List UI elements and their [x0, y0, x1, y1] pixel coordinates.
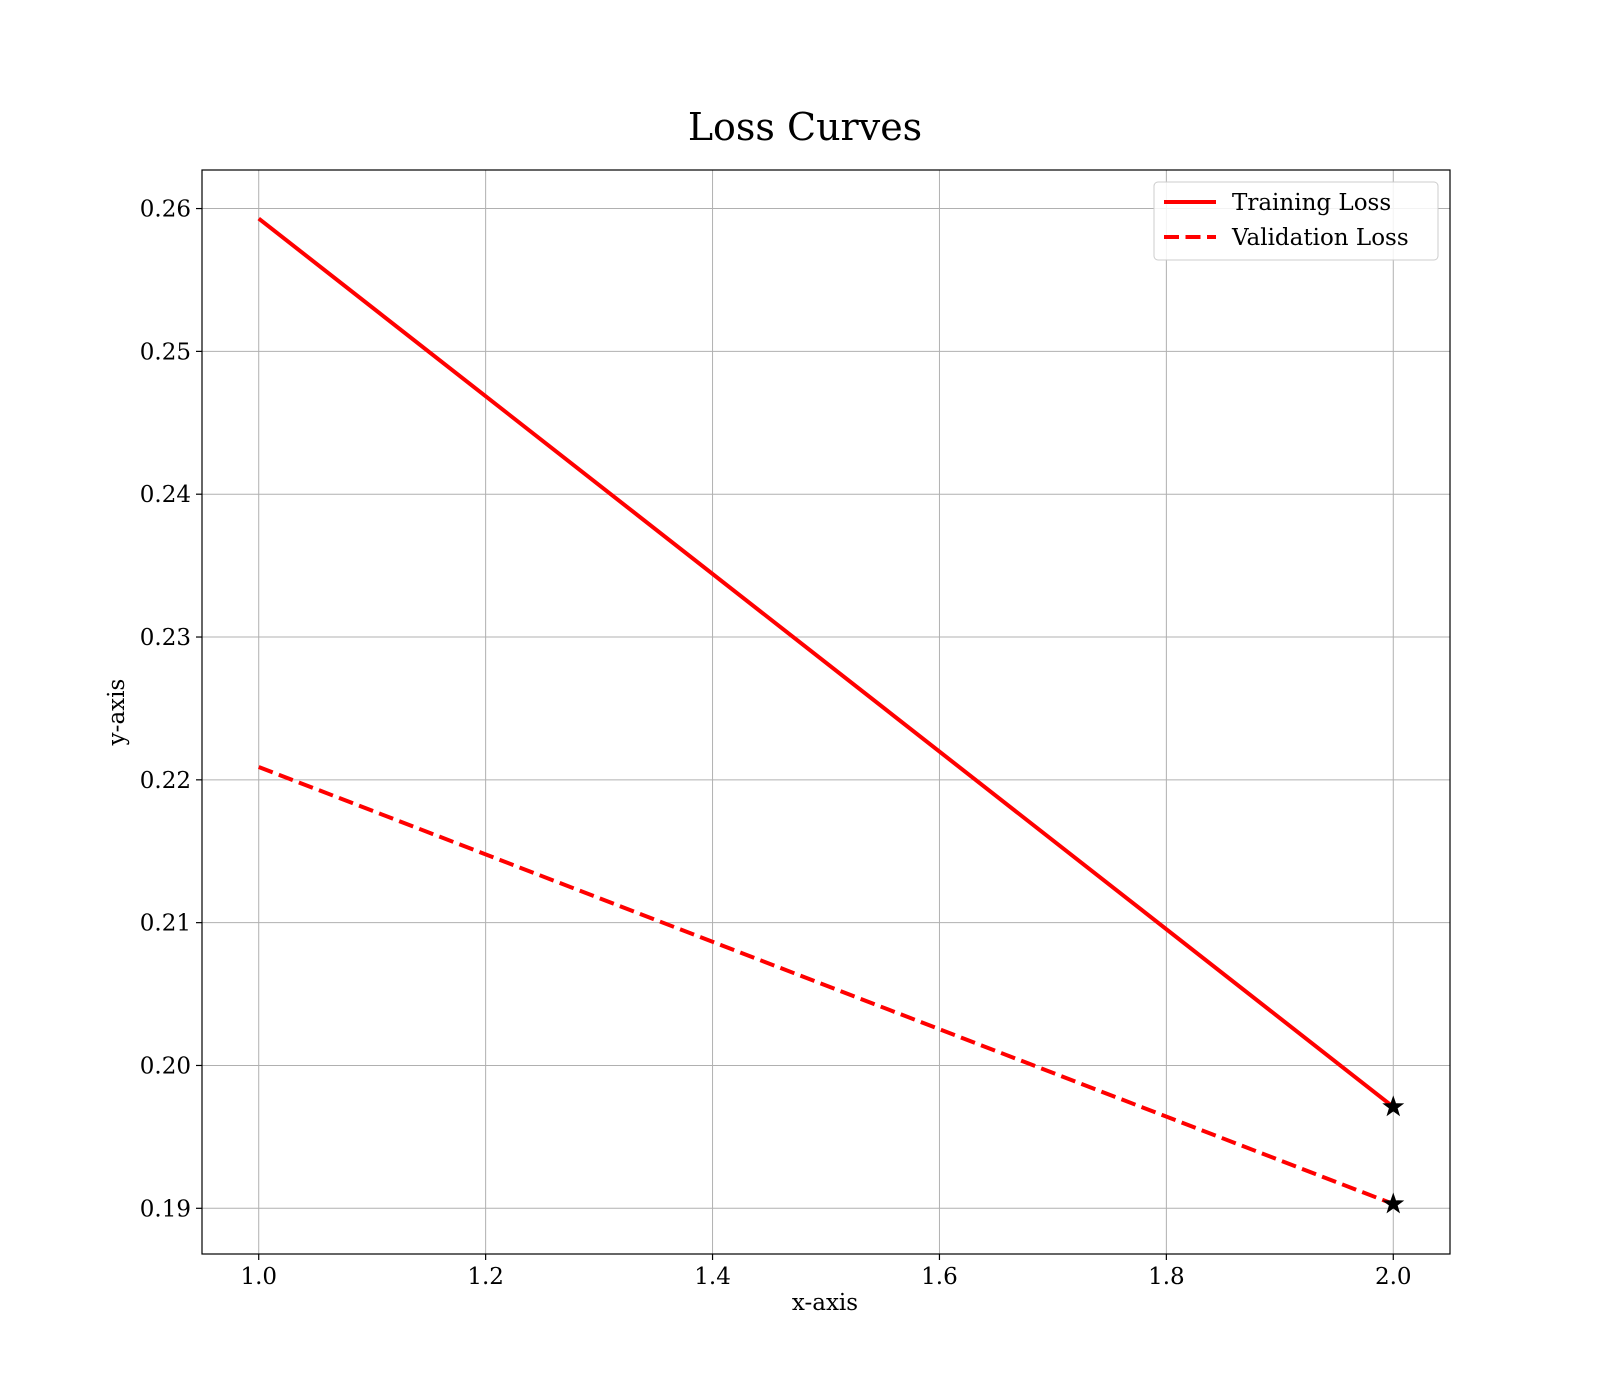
y-tick-label: 0.20 — [140, 1053, 191, 1079]
x-axis-label: x-axis — [792, 1290, 858, 1316]
series-end-markers — [1382, 1095, 1405, 1214]
y-tick-label: 0.26 — [140, 197, 191, 223]
axis-ticks: 1.0 1.2 1.4 1.6 1.8 2.0 0.19 0.20 0.21 0.22 0.23 0.… — [140, 197, 1412, 1290]
grid — [202, 170, 1450, 1254]
y-tick-label: 0.19 — [140, 1196, 191, 1222]
chart-title: Loss Curves — [688, 105, 922, 149]
training-loss-line — [257, 216, 1395, 1109]
legend-box — [1153, 181, 1439, 261]
x-tick-label: 1.2 — [467, 1264, 504, 1290]
legend-label: Validation Loss — [1231, 225, 1409, 251]
x-tick-label: 1.0 — [240, 1264, 277, 1290]
y-tick-label: 0.25 — [140, 339, 191, 365]
y-tick-label: 0.22 — [140, 768, 191, 794]
plot-frame — [201, 169, 1451, 1255]
x-tick-label: 1.8 — [1148, 1264, 1185, 1290]
legend: Training Loss Validation Loss — [1153, 181, 1439, 261]
y-tick-label: 0.23 — [140, 625, 191, 651]
x-tick-label: 1.4 — [694, 1264, 731, 1290]
y-tick-label: 0.24 — [140, 482, 191, 508]
x-tick-label: 1.6 — [921, 1264, 958, 1290]
y-tick-label: 0.21 — [140, 911, 191, 937]
series-lines — [257, 216, 1395, 1206]
training-loss-end-star — [1382, 1095, 1405, 1117]
validation-loss-end-star — [1382, 1192, 1405, 1214]
legend-label: Training Loss — [1232, 190, 1391, 216]
x-tick-label: 2.0 — [1375, 1264, 1412, 1290]
y-axis-label: y-axis — [104, 679, 130, 747]
validation-loss-line — [258, 765, 1394, 1206]
